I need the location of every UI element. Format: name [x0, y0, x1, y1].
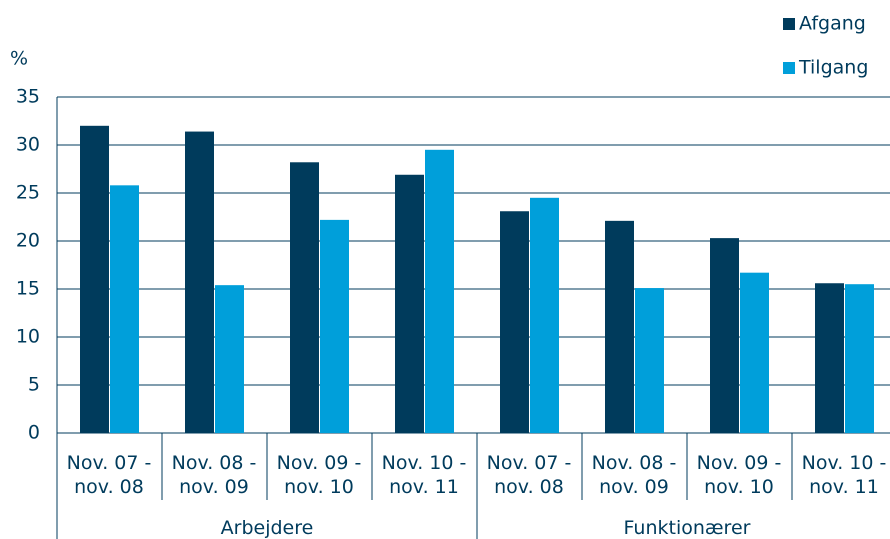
- group-label: Funktionærer: [623, 517, 751, 539]
- bar: [815, 283, 844, 433]
- legend-label: Afgang: [799, 13, 866, 35]
- legend-label: Tilgang: [798, 57, 868, 79]
- bar: [80, 125, 109, 434]
- x-tick-label: Nov. 10 - nov. 11: [801, 452, 887, 498]
- x-tick-label: Nov. 07 - nov. 08: [486, 452, 572, 498]
- legend-swatch: [783, 18, 795, 30]
- bar: [530, 197, 559, 433]
- y-axis-label: %: [10, 48, 28, 70]
- bar: [215, 285, 244, 433]
- bar: [740, 272, 769, 433]
- bar: [500, 211, 529, 433]
- bar: [320, 219, 349, 433]
- x-tick-label: Nov. 08 - nov. 09: [171, 452, 257, 498]
- group-label: Arbejdere: [220, 517, 314, 539]
- bar: [605, 220, 634, 433]
- y-tick-label: 35: [16, 86, 40, 108]
- bar: [290, 162, 319, 433]
- bar: [395, 174, 424, 433]
- bar: [710, 238, 739, 433]
- y-tick-label: 5: [28, 374, 40, 396]
- bar: [110, 185, 139, 433]
- x-tick-label: Nov. 08 - nov. 09: [591, 452, 677, 498]
- bar: [845, 284, 874, 433]
- y-tick-label: 0: [28, 422, 40, 444]
- x-tick-label: Nov. 09 - nov. 10: [276, 452, 362, 498]
- x-tick-label: Nov. 07 - nov. 08: [66, 452, 152, 498]
- x-tick-label: Nov. 09 - nov. 10: [696, 452, 782, 498]
- y-tick-label: 15: [16, 278, 40, 300]
- y-tick-label: 25: [16, 182, 40, 204]
- x-tick-label: Nov. 10 - nov. 11: [381, 452, 467, 498]
- y-tick-label: 20: [16, 230, 40, 252]
- y-tick-label: 30: [16, 134, 40, 156]
- legend-swatch: [783, 62, 795, 74]
- bar: [425, 149, 454, 434]
- bar: [185, 131, 214, 433]
- y-tick-label: 10: [16, 326, 40, 348]
- bar: [635, 288, 664, 433]
